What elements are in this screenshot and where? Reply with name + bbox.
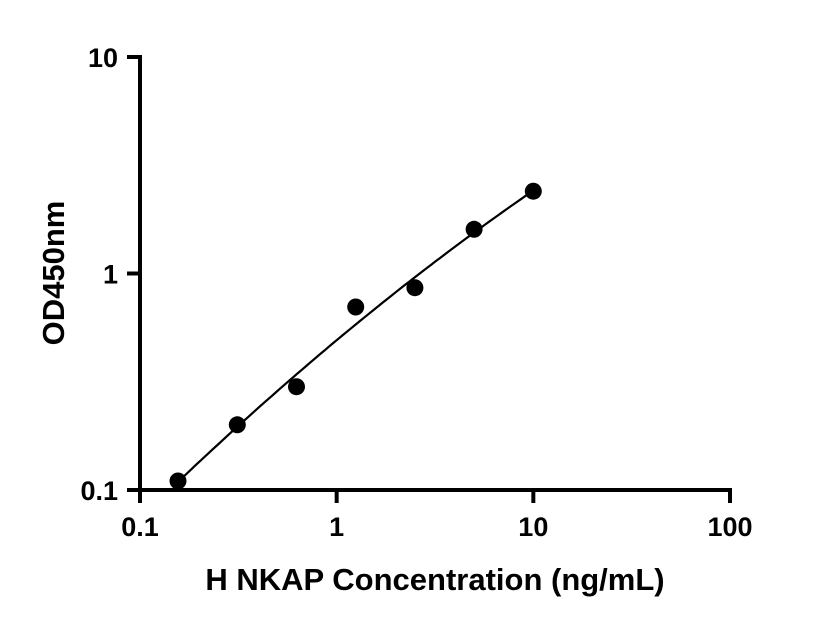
x-tick-label: 10: [518, 512, 548, 542]
y-axis-title: OD450nm: [36, 201, 71, 346]
data-point: [406, 279, 424, 297]
x-tick-label: 100: [707, 512, 752, 542]
data-point: [288, 378, 305, 396]
x-tick-label: 1: [329, 512, 344, 542]
data-point: [169, 472, 187, 490]
data-point: [347, 298, 365, 316]
y-tick-label: 10: [88, 43, 118, 73]
chart-plot-area: 0.1 1 10 100 0.1 1 10: [80, 43, 752, 542]
data-point: [465, 220, 483, 238]
data-point: [524, 182, 542, 200]
x-tick-label: 0.1: [121, 512, 159, 542]
y-tick-label: 0.1: [80, 476, 118, 506]
y-tick-label: 1: [103, 260, 118, 290]
x-axis-title: H NKAP Concentration (ng/mL): [205, 562, 664, 597]
data-point: [228, 416, 246, 434]
